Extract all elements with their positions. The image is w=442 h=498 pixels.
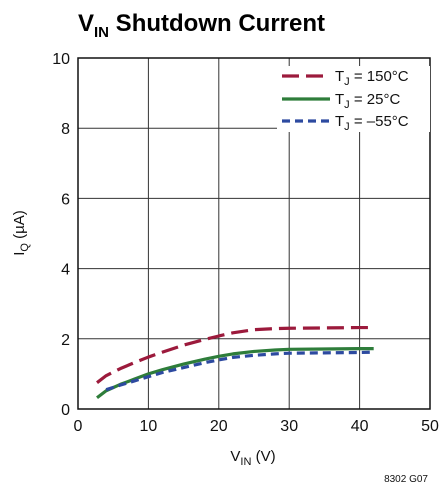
legend-label-150c: TJ = 150°C xyxy=(335,68,409,88)
y-axis-label-main: I xyxy=(11,252,28,256)
legend-150c-rest: = 150°C xyxy=(350,68,409,85)
legend-25c-sub: J xyxy=(344,99,350,111)
plot-frame xyxy=(77,57,431,410)
y-tick-label: 0 xyxy=(61,402,70,419)
y-tick-label: 2 xyxy=(61,332,70,349)
legend-25c-rest: = 25°C xyxy=(350,91,401,108)
legend-minus55c-main: T xyxy=(335,113,344,130)
legend: TJ = 150°C TJ = 25°C TJ = –55°C xyxy=(277,66,430,133)
legend-25c-main: T xyxy=(335,91,344,108)
x-tick-label: 50 xyxy=(421,418,439,435)
chart-title-main: V xyxy=(78,10,94,37)
y-axis-label-sub: Q xyxy=(19,243,31,252)
legend-label-25c: TJ = 25°C xyxy=(335,91,400,111)
legend-150c-sub: J xyxy=(344,76,350,88)
chart-title: VIN Shutdown Current xyxy=(78,10,325,41)
x-axis-label: VIN (V) xyxy=(230,448,275,468)
legend-minus55c-sub: J xyxy=(344,121,350,133)
y-tick-label: 10 xyxy=(52,51,70,68)
chart-title-sub: IN xyxy=(94,24,109,41)
y-axis-label: IQ (µA) xyxy=(11,210,31,256)
y-tick-label: 4 xyxy=(61,262,70,279)
x-axis-label-rest: (V) xyxy=(251,448,275,465)
y-tick-label: 6 xyxy=(61,191,70,208)
tick-labels: 0 10 20 30 40 50 0 2 4 6 8 10 xyxy=(52,51,439,435)
series-line-25c xyxy=(96,347,374,400)
x-tick-label: 40 xyxy=(351,418,369,435)
y-axis-label-rest: (µA) xyxy=(11,210,28,243)
series-layer xyxy=(96,325,374,400)
series-line-minus55c xyxy=(105,350,374,392)
legend-150c-main: T xyxy=(335,68,344,85)
x-tick-label: 0 xyxy=(74,418,83,435)
x-tick-label: 30 xyxy=(280,418,298,435)
x-axis-label-sub: IN xyxy=(240,456,251,468)
legend-minus55c-rest: = –55°C xyxy=(350,113,409,130)
x-tick-label: 20 xyxy=(210,418,228,435)
figure-id: 8302 G07 xyxy=(384,474,428,485)
legend-label-minus55c: TJ = –55°C xyxy=(335,113,409,133)
chart-title-rest: Shutdown Current xyxy=(109,10,325,37)
y-tick-label: 8 xyxy=(61,121,70,138)
series-line-150c xyxy=(96,325,374,384)
x-axis-label-main: V xyxy=(230,448,240,465)
x-tick-label: 10 xyxy=(140,418,158,435)
